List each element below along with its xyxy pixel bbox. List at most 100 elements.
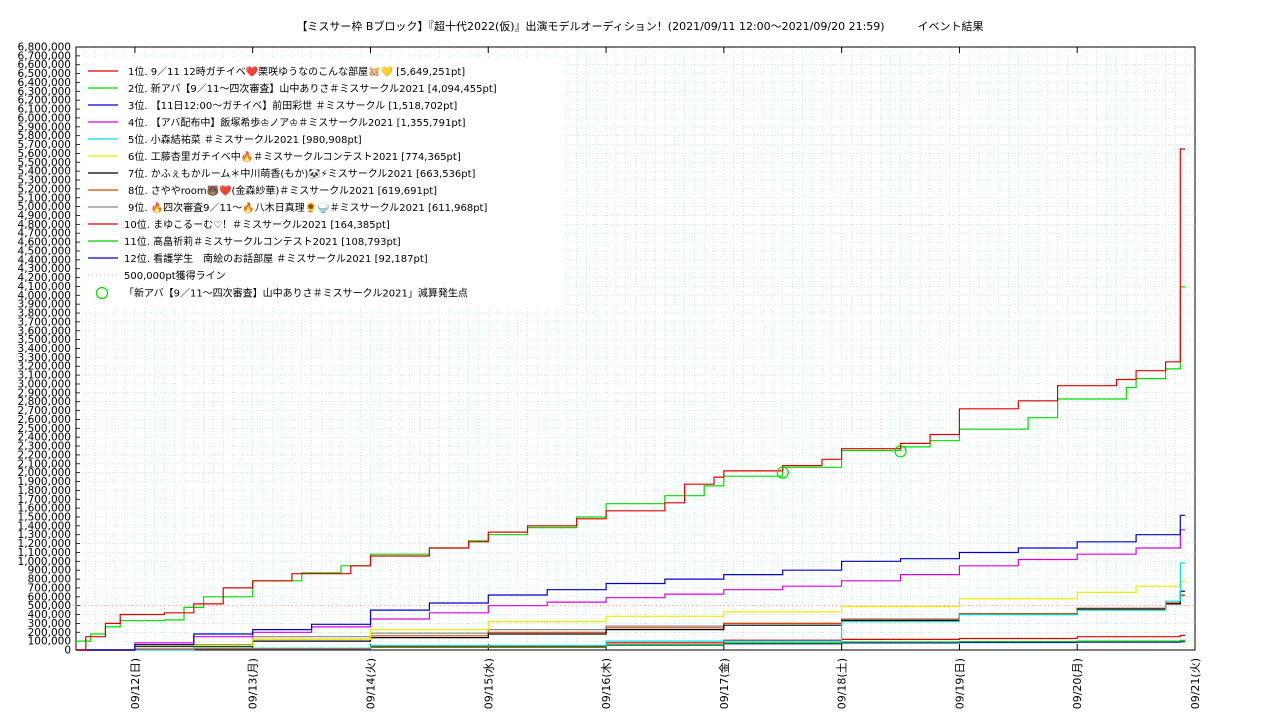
y-tick-label: 1,800,000 [18,485,71,497]
y-tick-label: 4,900,000 [18,210,71,222]
y-tick-label: 4,800,000 [18,219,71,231]
series-line-3 [76,514,1186,651]
y-tick-label: 3,400,000 [18,343,71,355]
y-tick-label: 1,100,000 [18,547,71,559]
y-tick-label: 6,500,000 [18,68,71,80]
y-tick-label: 5,600,000 [18,148,71,160]
x-tick-label: 09/19(日) [953,658,966,709]
y-tick-label: 2,800,000 [18,396,71,408]
y-tick-label: 3,500,000 [18,334,71,346]
x-tick-label: 09/16(木) [600,658,613,709]
y-tick-label: 4,600,000 [18,237,71,249]
legend-entry: 12位. 看護学生 南絵のお話部屋 ＃ミスサークル2021 [92,187pt] [124,252,428,265]
y-tick-label: 900,000 [28,565,71,577]
y-tick-label: 2,500,000 [18,423,71,435]
y-tick-label: 0 [64,645,71,657]
y-tick-label: 5,200,000 [18,183,71,195]
x-tick-label: 09/21(火) [1189,658,1202,709]
legend-entry: 1位. 9／11 12時ガチイベ❤️栗咲ゆうなのこんな部屋🐹💛 [5,649,2… [128,65,465,78]
y-tick-label: 5,000,000 [18,201,71,213]
y-tick-label: 4,300,000 [18,263,71,275]
y-tick-label: 6,700,000 [18,50,71,62]
y-tick-label: 1,600,000 [18,503,71,515]
y-tick-label: 6,800,000 [18,42,71,54]
y-tick-label: 3,200,000 [18,361,71,373]
y-tick-label: 1,200,000 [18,538,71,550]
series-line-10 [76,634,1186,651]
y-tick-label: 3,100,000 [18,370,71,382]
y-tick-label: 5,300,000 [18,175,71,187]
y-tick-label: 800,000 [28,574,71,586]
y-tick-label: 6,000,000 [18,112,71,124]
legend-entry: 7位. かふぇもかルーム＊中川萌香(もか)🐼⚡ミスサークル2021 [663,5… [128,167,476,180]
y-tick-label: 5,700,000 [18,139,71,151]
x-tick-label: 09/12(日) [129,658,142,709]
y-tick-label: 6,300,000 [18,86,71,98]
y-tick-label: 1,900,000 [18,476,71,488]
y-tick-label: 6,400,000 [18,77,71,89]
y-tick-label: 2,600,000 [18,414,71,426]
legend-entry: 2位. 新アバ【9／11～四次審査】山中ありさ＃ミスサークル2021 [4,09… [128,82,497,95]
y-tick-label: 1,700,000 [18,494,71,506]
y-tick-label: 6,600,000 [18,59,71,71]
y-tick-label: 1,400,000 [18,520,71,532]
y-tick-label: 200,000 [28,627,71,639]
legend-entry: 8位. さややroom🐻❤️(金森紗華)＃ミスサークル2021 [619,691… [128,184,437,197]
legend-background [84,58,564,308]
y-tick-label: 100,000 [28,636,71,648]
y-tick-label: 2,100,000 [18,458,71,470]
y-tick-label: 300,000 [28,618,71,630]
y-tick-label: 1,500,000 [18,511,71,523]
y-tick-label: 3,900,000 [18,299,71,311]
y-tick-label: 3,000,000 [18,378,71,390]
y-tick-label: 2,700,000 [18,405,71,417]
y-tick-label: 3,700,000 [18,316,71,328]
y-tick-label: 1,300,000 [18,529,71,541]
y-tick-label: 6,100,000 [18,104,71,116]
x-tick-label: 09/17(金) [717,658,731,709]
y-tick-label: 5,900,000 [18,121,71,133]
y-tick-label: 2,400,000 [18,432,71,444]
x-tick-label: 09/15(水) [482,658,495,709]
y-tick-label: 4,000,000 [18,290,71,302]
y-tick-label: 5,100,000 [18,192,71,204]
y-tick-label: 600,000 [28,591,71,603]
y-tick-label: 1,000,000 [18,556,71,568]
series-line-2 [76,286,1186,642]
legend-entry: 5位. 小森結祐菜 ＃ミスサークル2021 [980,908pt] [128,133,362,146]
y-tick-label: 4,400,000 [18,254,71,266]
legend-entry-reference: 500,000pt獲得ライン [124,269,226,282]
legend-entry: 11位. 髙畠祈莉＃ミスサークルコンテスト2021 [108,793pt] [124,235,401,248]
y-tick-label: 500,000 [28,600,71,612]
subtraction-marker [776,466,789,479]
series-lines [76,148,1195,651]
legend-entry: 9位. 🔥四次審査9／11～🔥八木日真理🌻🍚＃ミスサークル2021 [611,9… [128,201,487,214]
y-tick-label: 5,400,000 [18,166,71,178]
plot-frame [75,46,1196,651]
x-tick-label: 09/13(月) [247,658,260,709]
y-tick-label: 4,100,000 [18,281,71,293]
x-tick-label: 09/20(月) [1071,658,1084,709]
y-tick-label: 5,500,000 [18,157,71,169]
y-tick-label: 3,300,000 [18,352,71,364]
y-tick-label: 5,800,000 [18,130,71,142]
legend-entry: 10位. まゆこるーむ♡！＃ミスサークル2021 [164,385pt] [124,218,390,231]
y-tick-label: 3,600,000 [18,325,71,337]
legend-swatch-marker [95,286,109,300]
y-tick-label: 2,200,000 [18,449,71,461]
legend-entry-marker: 「新アバ【9／11～四次審査】山中ありさ＃ミスサークル2021」減算発生点 [124,287,468,300]
legend-entry: 4位. 【アバ配布中】飯塚希歩♔ノア♔＃ミスサークル2021 [1,355,79… [128,116,466,129]
subtraction-marker [894,445,907,458]
y-tick-label: 3,800,000 [18,308,71,320]
series-line-5 [76,562,1186,651]
y-tick-label: 4,700,000 [18,228,71,240]
y-tick-label: 400,000 [28,609,71,621]
axes: 0100,000200,000300,000400,000500,000600,… [18,42,1202,710]
legend: 1位. 9／11 12時ガチイベ❤️栗咲ゆうなのこんな部屋🐹💛 [5,649,2… [84,58,564,308]
y-tick-label: 700,000 [28,582,71,594]
y-tick-label: 2,000,000 [18,467,71,479]
markers [776,445,907,479]
legend-entry: 6位. 工藤杏里ガチイベ中🔥＃ミスサークルコンテスト2021 [774,365p… [128,150,461,163]
series-line-6 [76,580,1186,651]
y-tick-label: 6,200,000 [18,95,71,107]
